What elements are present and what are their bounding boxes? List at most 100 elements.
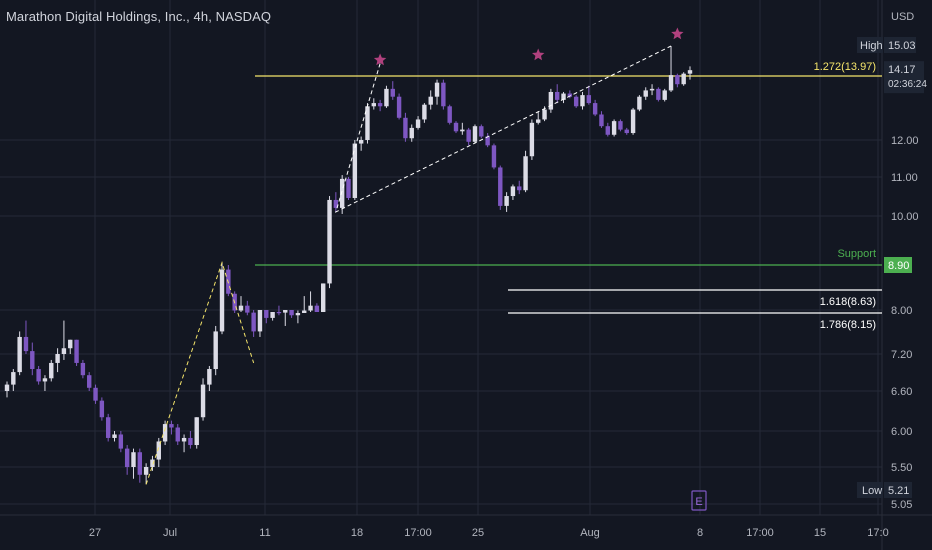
earnings-marker-label: E — [695, 496, 702, 508]
candle-body — [352, 143, 358, 198]
candle-body — [131, 452, 136, 467]
candle-body — [207, 369, 212, 385]
low-tag — [857, 482, 883, 498]
star-icon — [671, 27, 684, 40]
candle-body — [567, 93, 573, 97]
candle-body — [561, 93, 566, 100]
candle-body — [17, 336, 22, 373]
y-tick-label: 10.00 — [891, 211, 919, 223]
low-value: 5.21 — [888, 485, 909, 497]
candle-body — [270, 312, 275, 318]
candle-body — [599, 114, 604, 127]
candle-body — [23, 336, 29, 352]
candle-body — [542, 109, 547, 120]
y-tick-label: 5.50 — [891, 462, 912, 474]
candle-body — [384, 88, 389, 107]
x-tick-label: 17:00 — [404, 527, 432, 539]
candle-body — [460, 129, 465, 132]
candle-body — [580, 95, 585, 107]
candle-body — [68, 339, 73, 349]
candle-body — [308, 305, 313, 311]
candle-body — [396, 96, 402, 118]
candle-body — [61, 348, 67, 354]
fib-level-label: 1.272(13.97) — [814, 61, 876, 73]
x-tick-label: 25 — [472, 527, 484, 539]
fib-1618-label: 1.618(8.63) — [820, 296, 876, 308]
candle-body — [485, 136, 490, 146]
candle-body — [624, 129, 629, 134]
candle-body — [245, 305, 250, 313]
last-price-box — [884, 61, 924, 94]
support-label: Support — [837, 248, 876, 260]
candle-body — [93, 387, 98, 401]
high-tag — [857, 37, 883, 53]
x-tick-label: 17:00 — [746, 527, 774, 539]
candle-body — [498, 167, 503, 206]
candle-body — [447, 106, 452, 123]
candle-body — [87, 375, 92, 388]
high-tag-label: High — [860, 40, 883, 52]
candle-body — [339, 178, 345, 208]
candle-body — [548, 91, 554, 110]
candle-body — [592, 103, 598, 115]
candle-body — [346, 178, 351, 198]
support-value: 8.90 — [888, 260, 909, 272]
candle-body — [169, 424, 174, 428]
low-tag-label: Low — [862, 485, 882, 497]
candle-body — [36, 369, 41, 382]
candle-body — [365, 106, 370, 140]
candle-body — [377, 103, 383, 107]
candle-body — [434, 82, 440, 97]
candle-body — [251, 312, 256, 332]
candle-body — [428, 96, 433, 105]
candle-body — [504, 196, 509, 206]
candle-body — [618, 121, 623, 130]
y-tick-label: 6.00 — [891, 426, 912, 438]
y-tick-label: 11.00 — [891, 172, 918, 184]
currency-label: USD — [891, 11, 914, 23]
x-tick-label: 11 — [259, 527, 270, 539]
candle-body — [649, 88, 655, 91]
candle-body — [466, 129, 471, 142]
candle-body — [668, 75, 674, 91]
low-value-box — [884, 482, 912, 498]
candle-body — [156, 441, 161, 460]
candle-body — [675, 75, 680, 85]
high-value-box — [884, 37, 916, 53]
candle-body — [403, 117, 408, 139]
candle-body — [358, 140, 364, 144]
candle-body — [124, 448, 130, 467]
candle-body — [257, 310, 263, 332]
chart-title: Marathon Digital Holdings, Inc., 4h, NAS… — [6, 9, 272, 24]
candle-body — [333, 199, 339, 208]
candle-body — [321, 283, 326, 313]
candle-body — [112, 434, 117, 438]
candle-body — [137, 452, 143, 475]
candle-body — [80, 362, 86, 376]
candle-body — [283, 310, 288, 313]
x-tick-label: Aug — [580, 527, 600, 539]
candle-body — [491, 145, 497, 168]
x-tick-label: 17:0 — [867, 527, 888, 539]
candle-body — [681, 73, 686, 85]
pattern-dashed-line — [335, 45, 672, 213]
candle-body — [99, 400, 105, 418]
candle-body — [687, 70, 693, 74]
candle-body — [162, 424, 168, 442]
candle-body — [586, 95, 592, 104]
candle-body — [611, 121, 617, 135]
candle-body — [453, 122, 459, 132]
candle-body — [194, 417, 199, 446]
candle-body — [415, 119, 421, 128]
candle-body — [517, 186, 522, 191]
fib-1786-label: 1.786(8.15) — [820, 319, 876, 331]
candle-body — [637, 96, 642, 110]
candle-body — [143, 467, 149, 475]
star-icon — [373, 53, 387, 66]
candle-body — [314, 305, 320, 313]
candle-body — [276, 312, 282, 314]
x-tick-label: Jul — [163, 527, 177, 539]
x-tick-label: 18 — [351, 527, 363, 539]
